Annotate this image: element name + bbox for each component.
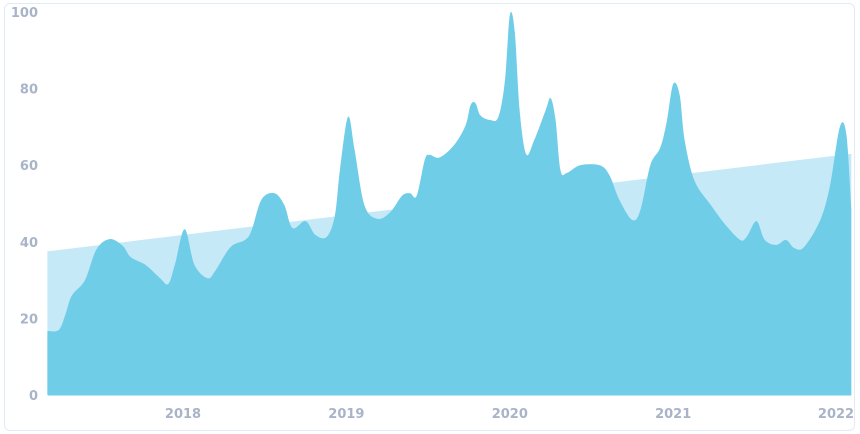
x-tick-label: 2018: [165, 407, 201, 422]
y-tick-label: 100: [11, 6, 38, 21]
x-tick-label: 2022: [818, 407, 854, 422]
chart-card: [4, 3, 855, 431]
series-area: [47, 11, 852, 395]
x-tick-label: 2020: [492, 407, 528, 422]
y-tick-label: 80: [20, 83, 38, 98]
x-tick-label: 2019: [328, 407, 364, 422]
x-tick-label: 2021: [655, 407, 691, 422]
y-tick-label: 40: [20, 236, 38, 251]
y-tick-label: 0: [29, 389, 38, 404]
y-tick-label: 20: [20, 312, 38, 327]
y-tick-label: 60: [20, 159, 38, 174]
